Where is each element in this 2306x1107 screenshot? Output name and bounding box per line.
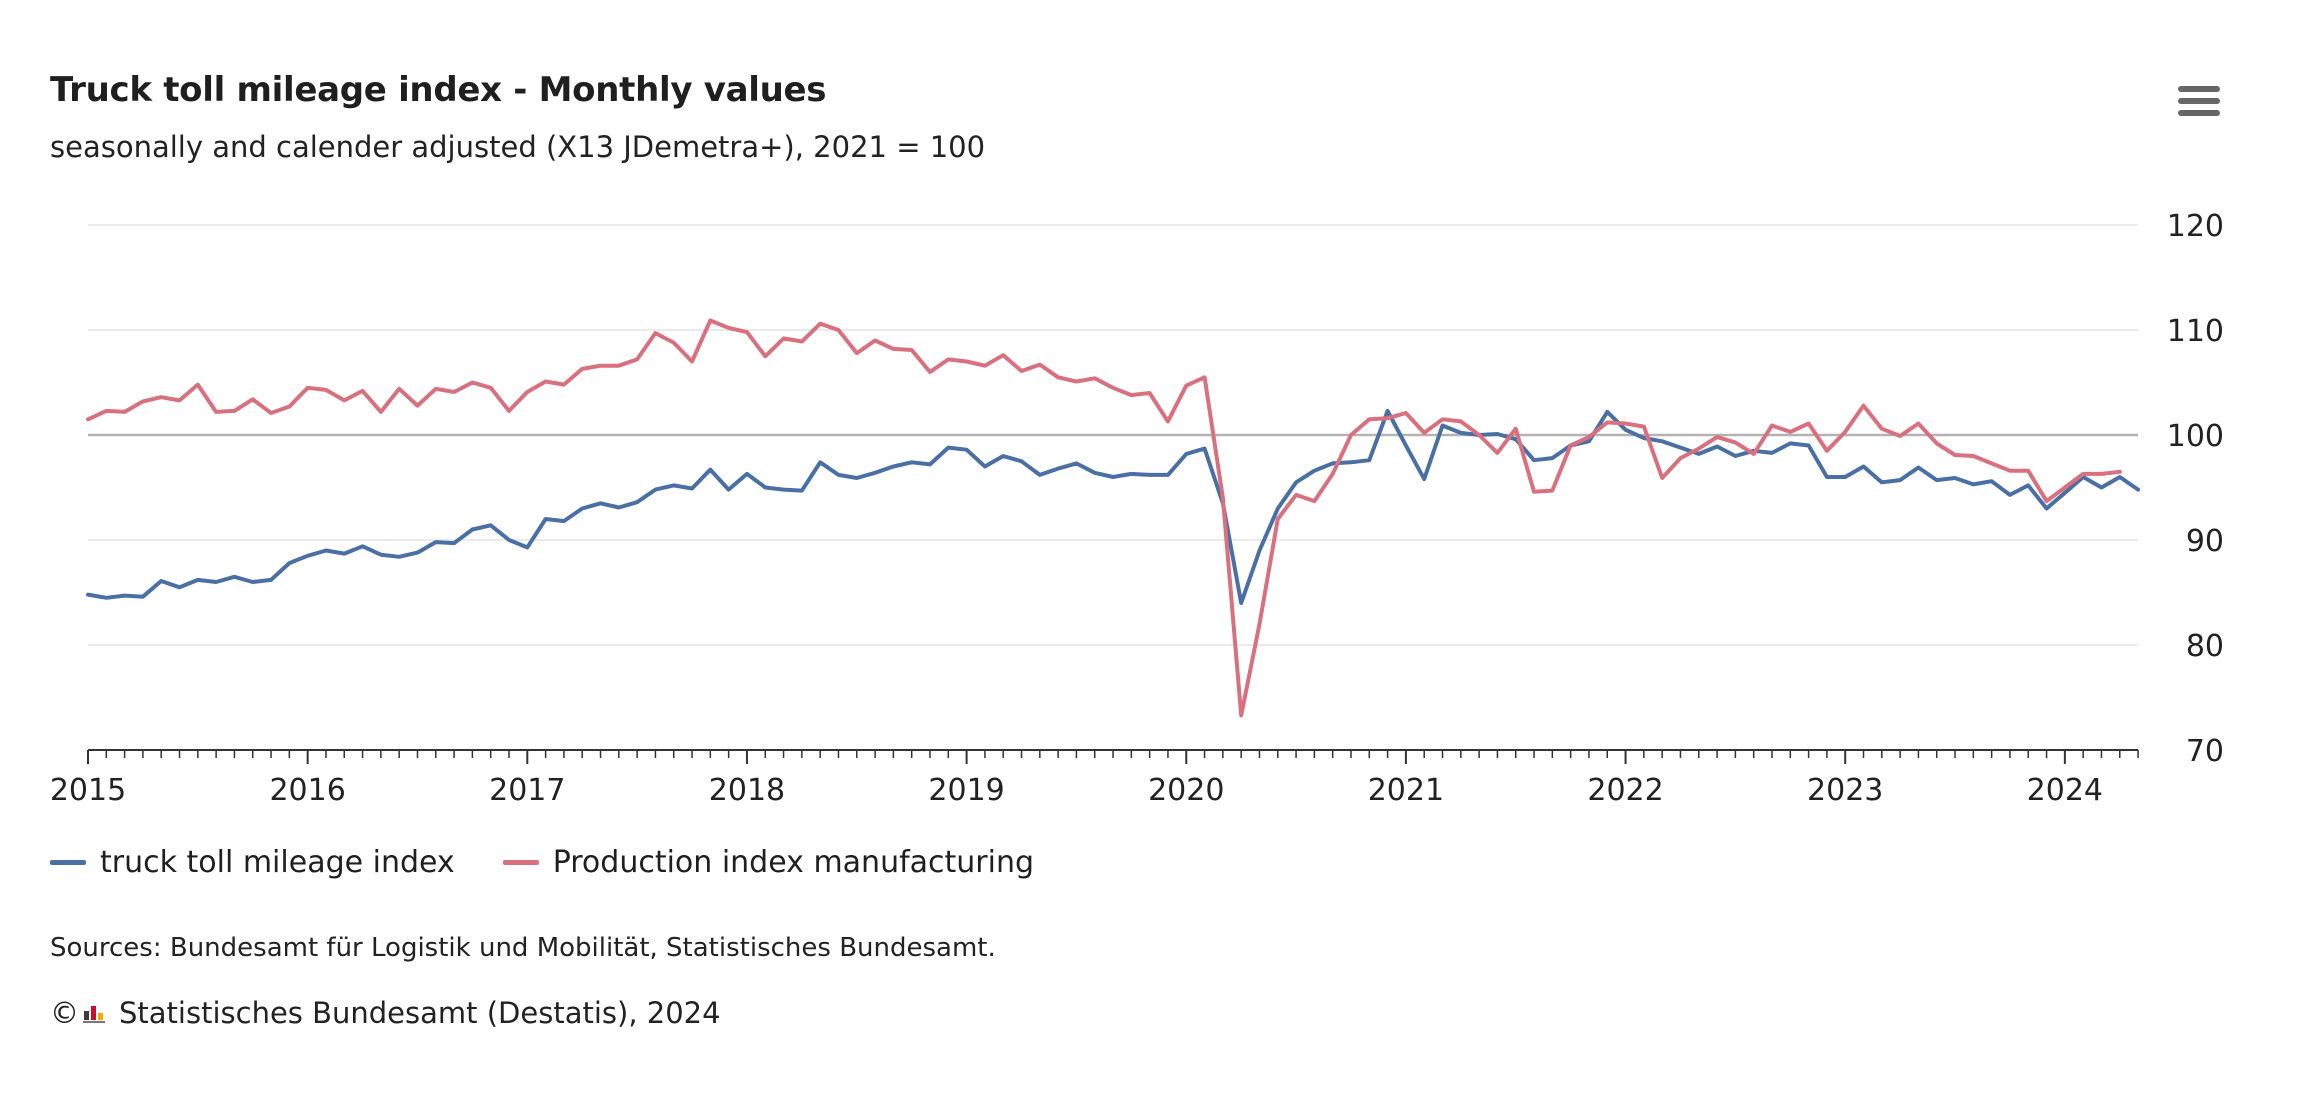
y-tick-label-110: 110: [2167, 314, 2224, 349]
line-chart: 2015 2016 2017 2018 2019 2020 2021 2022 2023 2024…: [50, 209, 2224, 808]
y-tick-label-100: 100: [2167, 419, 2224, 454]
legend-swatch-production-index: [502, 860, 539, 865]
y-tick-label-80: 80: [2186, 629, 2224, 664]
x-tick-label-2018: 2018: [709, 773, 785, 808]
x-tick-label-2023: 2023: [1807, 773, 1883, 808]
hamburger-menu-icon[interactable]: [2178, 86, 2226, 124]
destatis-logo-icon: [83, 1006, 105, 1023]
y-axis: 70 80 90 100 110 120: [2167, 209, 2224, 769]
legend-swatch-truck-toll: [50, 860, 86, 865]
y-tick-label-90: 90: [2186, 524, 2224, 559]
x-tick-label-2021: 2021: [1368, 773, 1444, 808]
copyright-credit: © Statistisches Bundesamt (Destatis), 20…: [50, 996, 721, 1030]
x-tick-label-2020: 2020: [1148, 773, 1224, 808]
y-tick-label-70: 70: [2186, 734, 2224, 769]
series-line-truck-toll-mileage-index[interactable]: [86, 408, 2141, 605]
series-lines: [86, 318, 2141, 718]
series-line-production-index-manufacturing[interactable]: [86, 318, 2122, 718]
sources-note: Sources: Bundesamt für Logistik und Mobi…: [50, 933, 996, 963]
x-tick-label-2024: 2024: [2027, 773, 2103, 808]
chart-title: Truck toll mileage index - Monthly value…: [50, 70, 827, 110]
x-tick-label-2022: 2022: [1587, 773, 1663, 808]
x-tick-label-2017: 2017: [489, 773, 565, 808]
x-tick-label-2016: 2016: [269, 773, 345, 808]
x-tick-label-2015: 2015: [50, 773, 126, 808]
x-axis: 2015 2016 2017 2018 2019 2020 2021 2022 2023 2024: [50, 749, 2139, 808]
legend-item-truck-toll[interactable]: truck toll mileage index: [50, 845, 455, 880]
chart-subtitle: seasonally and calender adjusted (X13 JD…: [50, 130, 986, 164]
copyright-symbol: ©: [50, 996, 79, 1030]
x-tick-label-2019: 2019: [928, 773, 1004, 808]
y-tick-label-120: 120: [2167, 209, 2224, 244]
legend: truck toll mileage index Production inde…: [50, 845, 1082, 880]
grid-lines: [88, 224, 2138, 646]
legend-label-truck-toll: truck toll mileage index: [100, 845, 455, 880]
legend-item-production-index[interactable]: Production index manufacturing: [502, 845, 1035, 880]
credit-text: Statistisches Bundesamt (Destatis), 2024: [119, 996, 721, 1030]
legend-label-production-index: Production index manufacturing: [552, 845, 1035, 880]
